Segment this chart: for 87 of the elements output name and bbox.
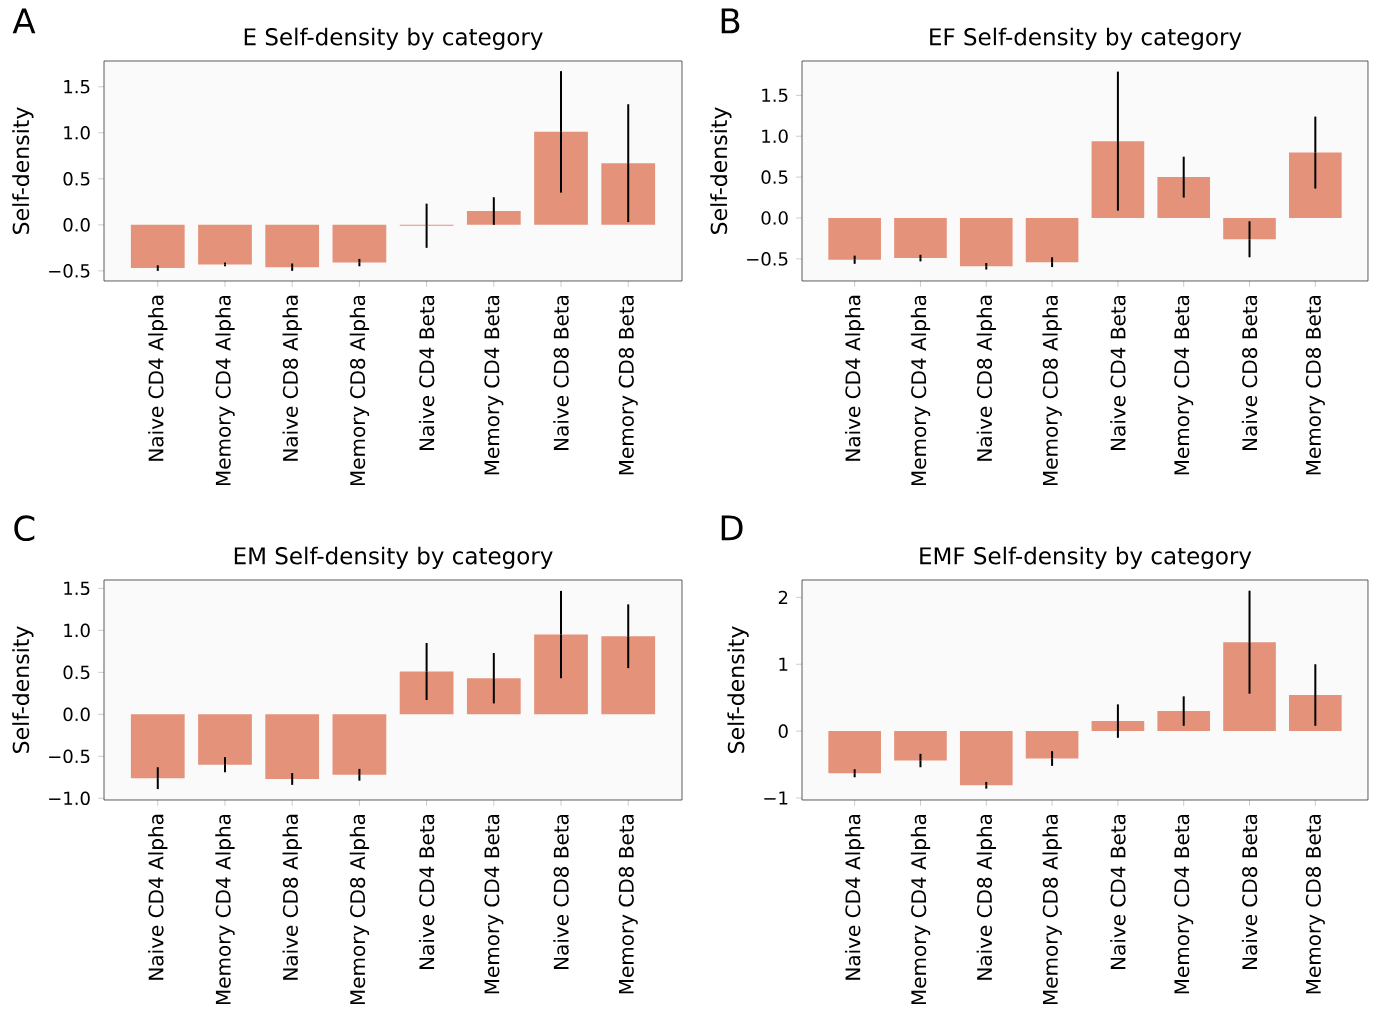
y-tick-label: 0.0 — [63, 707, 90, 722]
bar — [130, 224, 185, 269]
y-tick-label: 1.0 — [64, 623, 90, 638]
y-axis-title: Self-density — [12, 626, 34, 753]
x-tick-label: Memory CD4 Beta — [1174, 295, 1194, 475]
bar — [959, 218, 1013, 267]
x-tick-label: Naive CD4 Beta — [1110, 814, 1126, 969]
bar — [1091, 721, 1145, 732]
bar — [1157, 711, 1211, 732]
y-tick-label: 0.5 — [63, 172, 90, 186]
x-tick-label: Memory CD4 Alpha — [910, 814, 931, 1005]
x-tick-label: Naive CD8 Alpha — [976, 814, 996, 980]
y-tick-label: −0.5 — [49, 264, 90, 278]
y-tick-label: 0.5 — [63, 665, 90, 680]
y-axis-title: Self-density — [710, 107, 732, 234]
y-tick-label: 0.5 — [761, 170, 788, 184]
x-tick-label: Naive CD4 Alpha — [148, 295, 168, 461]
x-tick-label: Naive CD8 Beta — [1241, 814, 1258, 969]
bar — [828, 731, 881, 774]
x-tick-label: Naive CD8 Alpha — [976, 295, 996, 461]
bar — [130, 714, 185, 779]
text: B — [721, 8, 740, 34]
y-tick-label: −0.5 — [49, 749, 90, 764]
bar — [828, 218, 881, 260]
x-tick-label: Memory CD4 Beta — [1174, 814, 1194, 994]
bar — [198, 714, 252, 765]
bar — [198, 224, 252, 265]
x-tick-label: Naive CD8 Beta — [553, 814, 569, 969]
x-tick-label: Naive CD4 Beta — [418, 295, 435, 450]
x-tick-label: Memory CD4 Beta — [484, 814, 504, 994]
bar — [265, 714, 320, 779]
bar — [1157, 177, 1211, 219]
y-tick-label: 1.0 — [762, 129, 788, 144]
y-tick-label: 1.5 — [762, 88, 788, 103]
x-tick-label: Naive CD4 Alpha — [148, 814, 168, 980]
x-tick-label: Memory CD8 Beta — [618, 295, 638, 475]
bar — [894, 731, 947, 761]
y-tick-label: 0.0 — [63, 218, 90, 232]
bar — [1025, 731, 1079, 759]
x-tick-label: Naive CD4 Alpha — [844, 295, 865, 461]
x-tick-label: Memory CD4 Alpha — [215, 295, 235, 486]
bar — [1025, 218, 1079, 263]
x-tick-label: Memory CD8 Alpha — [1042, 295, 1062, 486]
x-tick-label: Naive CD4 Beta — [418, 814, 435, 969]
y-tick-label: −1.0 — [49, 791, 90, 806]
y-tick-label: −0.5 — [747, 252, 788, 266]
x-tick-label: Memory CD4 Alpha — [215, 814, 235, 1005]
x-tick-label: Memory CD4 Alpha — [910, 295, 931, 486]
x-tick-label: Memory CD8 Beta — [1305, 814, 1325, 994]
text: A — [12, 8, 36, 34]
x-tick-label: Naive CD8 Alpha — [282, 814, 302, 980]
chart-title: E Self-density by category — [244, 27, 543, 50]
bar — [265, 224, 320, 268]
x-tick-label: Naive CD8 Beta — [1241, 295, 1258, 450]
bar — [601, 636, 656, 715]
text: D — [721, 515, 743, 541]
x-tick-label: Naive CD8 Beta — [553, 295, 569, 450]
x-tick-label: Memory CD8 Alpha — [1042, 814, 1062, 1005]
x-tick-label: Naive CD4 Alpha — [844, 814, 865, 980]
y-tick-label: 1.0 — [64, 125, 90, 140]
y-tick-label: 2 — [778, 590, 788, 605]
bar — [1223, 218, 1276, 240]
y-tick-label: 0.0 — [761, 211, 788, 225]
y-tick-label: 0 — [778, 724, 788, 738]
bar — [959, 731, 1013, 786]
bar — [466, 678, 521, 715]
bar — [332, 224, 387, 263]
text: C — [14, 515, 35, 542]
bar — [894, 218, 947, 259]
y-axis-title: Self-density — [727, 626, 749, 753]
x-tick-label: Naive CD4 Beta — [1110, 295, 1126, 450]
x-tick-label: Memory CD8 Beta — [1305, 295, 1325, 475]
chart-title: EF Self-density by category — [930, 27, 1242, 50]
bar — [466, 211, 521, 225]
x-tick-label: Memory CD4 Beta — [484, 295, 504, 475]
chart-title: EM Self-density by category — [234, 546, 553, 569]
chart-title: EMF Self-density by category — [920, 546, 1252, 569]
x-tick-label: Memory CD8 Alpha — [349, 814, 370, 1005]
bar — [332, 714, 387, 775]
y-axis-title: Self-density — [12, 107, 34, 234]
y-tick-label: 1 — [779, 657, 788, 671]
x-tick-label: Memory CD8 Alpha — [349, 295, 370, 486]
x-tick-label: Naive CD8 Alpha — [282, 295, 302, 461]
y-tick-label: 1.5 — [64, 581, 90, 596]
x-tick-label: Memory CD8 Beta — [618, 814, 638, 994]
y-tick-label: −1 — [764, 791, 788, 805]
y-tick-label: 1.5 — [64, 80, 90, 94]
